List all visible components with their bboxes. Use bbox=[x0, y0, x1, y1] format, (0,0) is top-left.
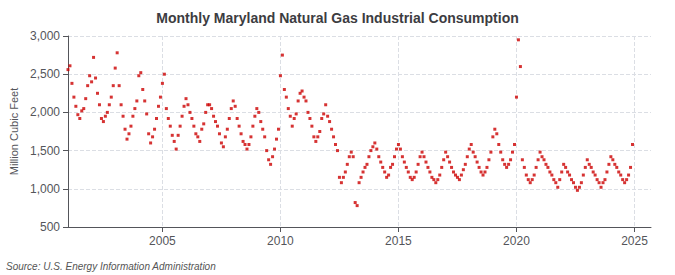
svg-text:3,000: 3,000 bbox=[30, 29, 60, 43]
svg-text:2025: 2025 bbox=[621, 234, 648, 248]
svg-text:2,500: 2,500 bbox=[30, 67, 60, 81]
svg-text:1,000: 1,000 bbox=[30, 182, 60, 196]
svg-text:2015: 2015 bbox=[385, 234, 412, 248]
svg-text:2010: 2010 bbox=[267, 234, 294, 248]
svg-text:2005: 2005 bbox=[149, 234, 176, 248]
svg-text:2020: 2020 bbox=[503, 234, 530, 248]
svg-text:Monthly Maryland Natural Gas I: Monthly Maryland Natural Gas Industrial … bbox=[156, 10, 518, 26]
svg-text:Source: U.S. Energy Informatio: Source: U.S. Energy Information Administ… bbox=[6, 261, 216, 272]
svg-text:Million Cubic Feet: Million Cubic Feet bbox=[8, 88, 20, 175]
svg-text:2,000: 2,000 bbox=[30, 105, 60, 119]
svg-text:1,500: 1,500 bbox=[30, 144, 60, 158]
svg-text:500: 500 bbox=[40, 220, 60, 234]
